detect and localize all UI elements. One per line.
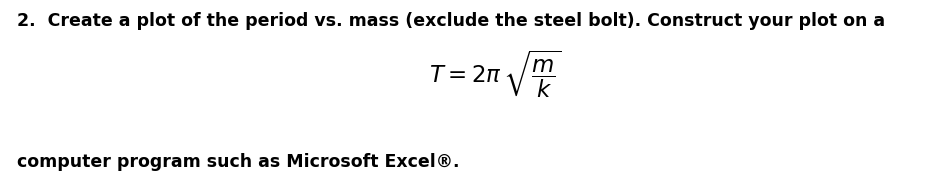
Text: $\mathit{T} = 2\pi\,\sqrt{\dfrac{m}{k}}$: $\mathit{T} = 2\pi\,\sqrt{\dfrac{m}{k}}$ [429, 48, 562, 100]
Text: computer program such as Microsoft Excel®.: computer program such as Microsoft Excel… [17, 153, 459, 171]
Text: 2.  Create a plot of the period vs. mass (exclude the steel bolt). Construct you: 2. Create a plot of the period vs. mass … [17, 12, 885, 30]
